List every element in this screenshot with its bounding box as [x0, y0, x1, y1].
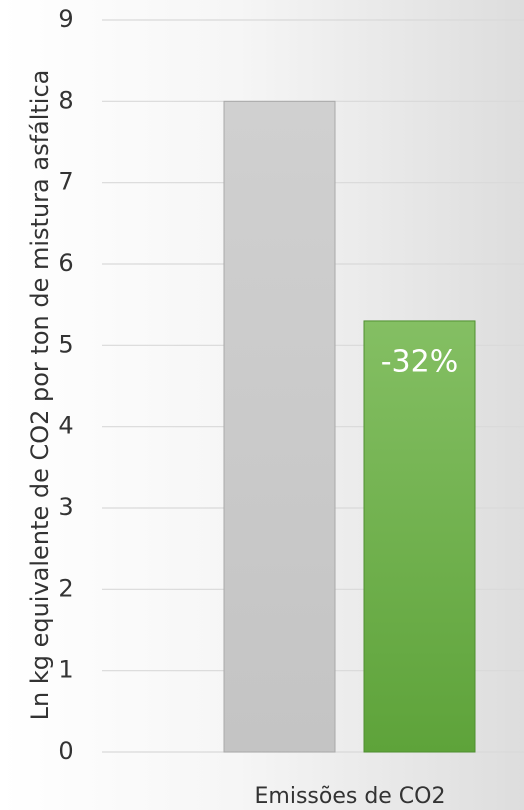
- bar-series-1: [223, 100, 336, 753]
- y-tick-label-1: 1: [58, 656, 73, 684]
- y-axis-ticks: 0 1 2 3 4 5 6 7 8 9: [58, 5, 73, 765]
- y-axis-title: Ln kg equivalente de CO2 por ton de mist…: [26, 70, 54, 721]
- y-tick-label-6: 6: [58, 249, 73, 277]
- y-tick-label-3: 3: [58, 493, 73, 521]
- y-tick-label-8: 8: [58, 86, 73, 114]
- bar-series-2: [363, 320, 476, 753]
- y-tick-label-4: 4: [58, 412, 73, 440]
- y-tick-label-5: 5: [58, 330, 73, 358]
- y-tick-label-7: 7: [58, 168, 73, 196]
- y-tick-label-0: 0: [58, 737, 73, 765]
- y-tick-label-9: 9: [58, 5, 73, 33]
- x-category-label: Emissões de CO2: [255, 784, 446, 809]
- bar-data-label: -32%: [381, 344, 459, 379]
- bars: -32%: [223, 100, 476, 753]
- y-tick-label-2: 2: [58, 574, 73, 602]
